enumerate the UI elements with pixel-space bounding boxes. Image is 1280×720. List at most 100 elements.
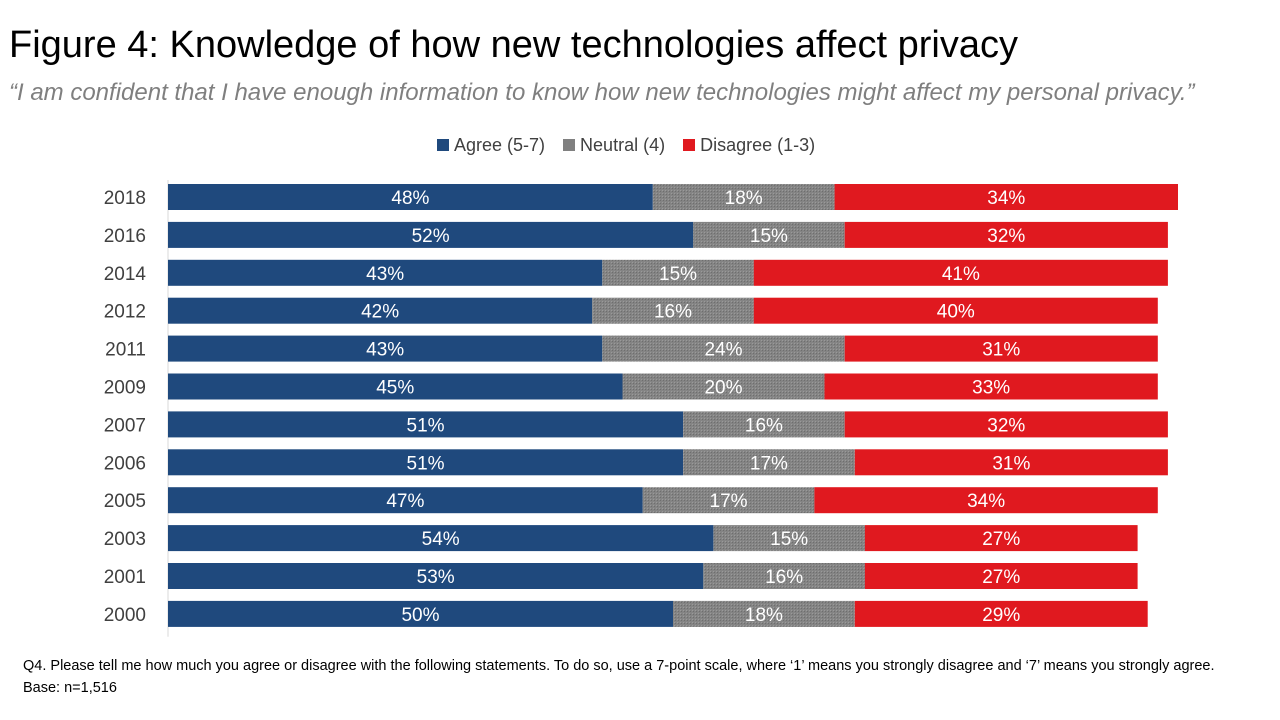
stacked-bar-chart: 2018 48% 18% 34% 2016 52% 15% 32% 2014 43% 15% 41% 2…: [104, 180, 1178, 637]
bar-agree-2018: [168, 184, 653, 210]
data-label-neutral-2016: 15%: [750, 226, 788, 247]
bar-disagree-2007: [844, 411, 1168, 438]
data-label-disagree-2009: 33%: [972, 378, 1010, 399]
y-tick-label-2016: 2016: [104, 226, 146, 247]
bar-disagree-2001: [864, 563, 1138, 589]
y-tick-label-2001: 2001: [104, 567, 146, 588]
bars-group: 2018 48% 18% 34% 2016 52% 15% 32% 2014 43% 15% 41% 2…: [104, 180, 1178, 637]
bar-disagree-2003: [864, 525, 1138, 552]
data-label-disagree-2012: 40%: [937, 302, 975, 323]
data-label-disagree-2005: 34%: [967, 491, 1005, 512]
bar-neutral-2012: [592, 297, 754, 324]
bar-agree-2009: [168, 373, 623, 400]
bar-neutral-2009: [622, 373, 825, 400]
legend-swatch-agree: [437, 139, 449, 151]
bar-disagree-2012: [753, 297, 1158, 324]
bar-neutral-2001: [703, 563, 865, 589]
y-tick-label-2009: 2009: [104, 378, 146, 399]
bar-agree-2011: [168, 335, 603, 362]
bar-neutral-2003: [713, 525, 865, 552]
bar-agree-2001: [168, 563, 704, 589]
data-label-agree-2007: 51%: [407, 415, 445, 436]
data-label-agree-2016: 52%: [412, 226, 450, 247]
data-label-agree-2003: 54%: [422, 529, 460, 550]
y-tick-label-2005: 2005: [104, 491, 146, 512]
data-label-neutral-2018: 18%: [725, 188, 763, 209]
y-tick-label-2012: 2012: [104, 302, 146, 323]
footnote: Q4. Please tell me how much you agree or…: [23, 655, 1268, 699]
data-label-disagree-2011: 31%: [982, 340, 1020, 361]
bar-neutral-2016: [693, 221, 845, 248]
legend-label-agree: Agree (5-7): [454, 134, 546, 155]
data-label-neutral-2009: 20%: [704, 378, 742, 399]
bar-agree-2012: [168, 297, 593, 324]
data-label-neutral-2005: 17%: [710, 491, 748, 512]
data-label-neutral-2006: 17%: [750, 453, 788, 474]
bar-disagree-2018: [834, 184, 1178, 210]
data-label-disagree-2007: 32%: [987, 415, 1025, 436]
data-label-agree-2005: 47%: [386, 491, 424, 512]
data-label-agree-2011: 43%: [366, 340, 404, 361]
data-label-neutral-2000: 18%: [745, 605, 783, 626]
footnote-question: Q4. Please tell me how much you agree or…: [23, 658, 1215, 674]
data-label-agree-2009: 45%: [376, 378, 414, 399]
data-label-neutral-2014: 15%: [659, 264, 697, 285]
y-tick-label-2007: 2007: [104, 415, 146, 436]
bar-disagree-2009: [824, 373, 1158, 400]
data-label-agree-2006: 51%: [407, 453, 445, 474]
bar-agree-2014: [168, 259, 603, 286]
bar-agree-2007: [168, 411, 684, 438]
data-label-disagree-2018: 34%: [987, 188, 1025, 209]
data-label-agree-2012: 42%: [361, 302, 399, 323]
bar-neutral-2000: [673, 600, 855, 627]
data-label-disagree-2016: 32%: [987, 226, 1025, 247]
bar-agree-2006: [168, 449, 684, 476]
data-label-disagree-2014: 41%: [942, 264, 980, 285]
footnote-base: Base: n=1,516: [23, 680, 117, 696]
bar-disagree-2011: [844, 335, 1158, 362]
chart-legend: Agree (5-7) Neutral (4) Disagree (1-3): [437, 134, 833, 156]
bar-neutral-2007: [683, 411, 845, 438]
legend-label-neutral: Neutral (4): [580, 134, 666, 155]
bar-neutral-2005: [642, 487, 815, 514]
legend-item-neutral: Neutral (4): [563, 135, 665, 156]
y-tick-label-2003: 2003: [104, 529, 146, 550]
bar-disagree-2005: [814, 487, 1158, 514]
legend-item-disagree: Disagree (1-3): [683, 135, 815, 156]
data-label-agree-2014: 43%: [366, 264, 404, 285]
bar-disagree-2006: [854, 449, 1168, 476]
bar-agree-2016: [168, 221, 694, 248]
bar-neutral-2011: [602, 335, 845, 362]
legend-label-disagree: Disagree (1-3): [700, 134, 816, 155]
legend-swatch-neutral: [563, 139, 576, 151]
bar-agree-2005: [168, 487, 643, 514]
data-label-disagree-2003: 27%: [982, 529, 1020, 550]
data-label-agree-2000: 50%: [401, 605, 439, 626]
data-label-agree-2001: 53%: [417, 567, 455, 588]
data-label-disagree-2001: 27%: [982, 567, 1020, 588]
data-label-neutral-2007: 16%: [745, 415, 783, 436]
y-tick-label-2006: 2006: [104, 453, 146, 474]
y-tick-label-2018: 2018: [104, 188, 146, 209]
bar-agree-2000: [168, 600, 673, 627]
y-tick-label-2011: 2011: [105, 340, 146, 361]
bar-neutral-2018: [652, 184, 835, 210]
data-label-agree-2018: 48%: [391, 188, 429, 209]
data-label-disagree-2000: 29%: [982, 605, 1020, 626]
y-tick-label-2014: 2014: [104, 264, 147, 285]
bar-neutral-2014: [602, 259, 754, 286]
bar-agree-2003: [168, 525, 714, 552]
bar-disagree-2014: [753, 259, 1168, 286]
chart-title: Figure 4: Knowledge of how new technolog…: [9, 24, 1019, 66]
data-label-neutral-2012: 16%: [654, 302, 692, 323]
legend-swatch-disagree: [683, 139, 696, 151]
bar-neutral-2006: [683, 449, 855, 476]
data-label-disagree-2006: 31%: [992, 453, 1030, 474]
bar-disagree-2000: [854, 600, 1148, 627]
data-label-neutral-2001: 16%: [765, 567, 803, 588]
bar-disagree-2016: [844, 221, 1168, 248]
legend-item-agree: Agree (5-7): [437, 135, 545, 156]
data-label-neutral-2011: 24%: [704, 340, 742, 361]
y-tick-label-2000: 2000: [104, 605, 146, 626]
data-label-neutral-2003: 15%: [770, 529, 808, 550]
